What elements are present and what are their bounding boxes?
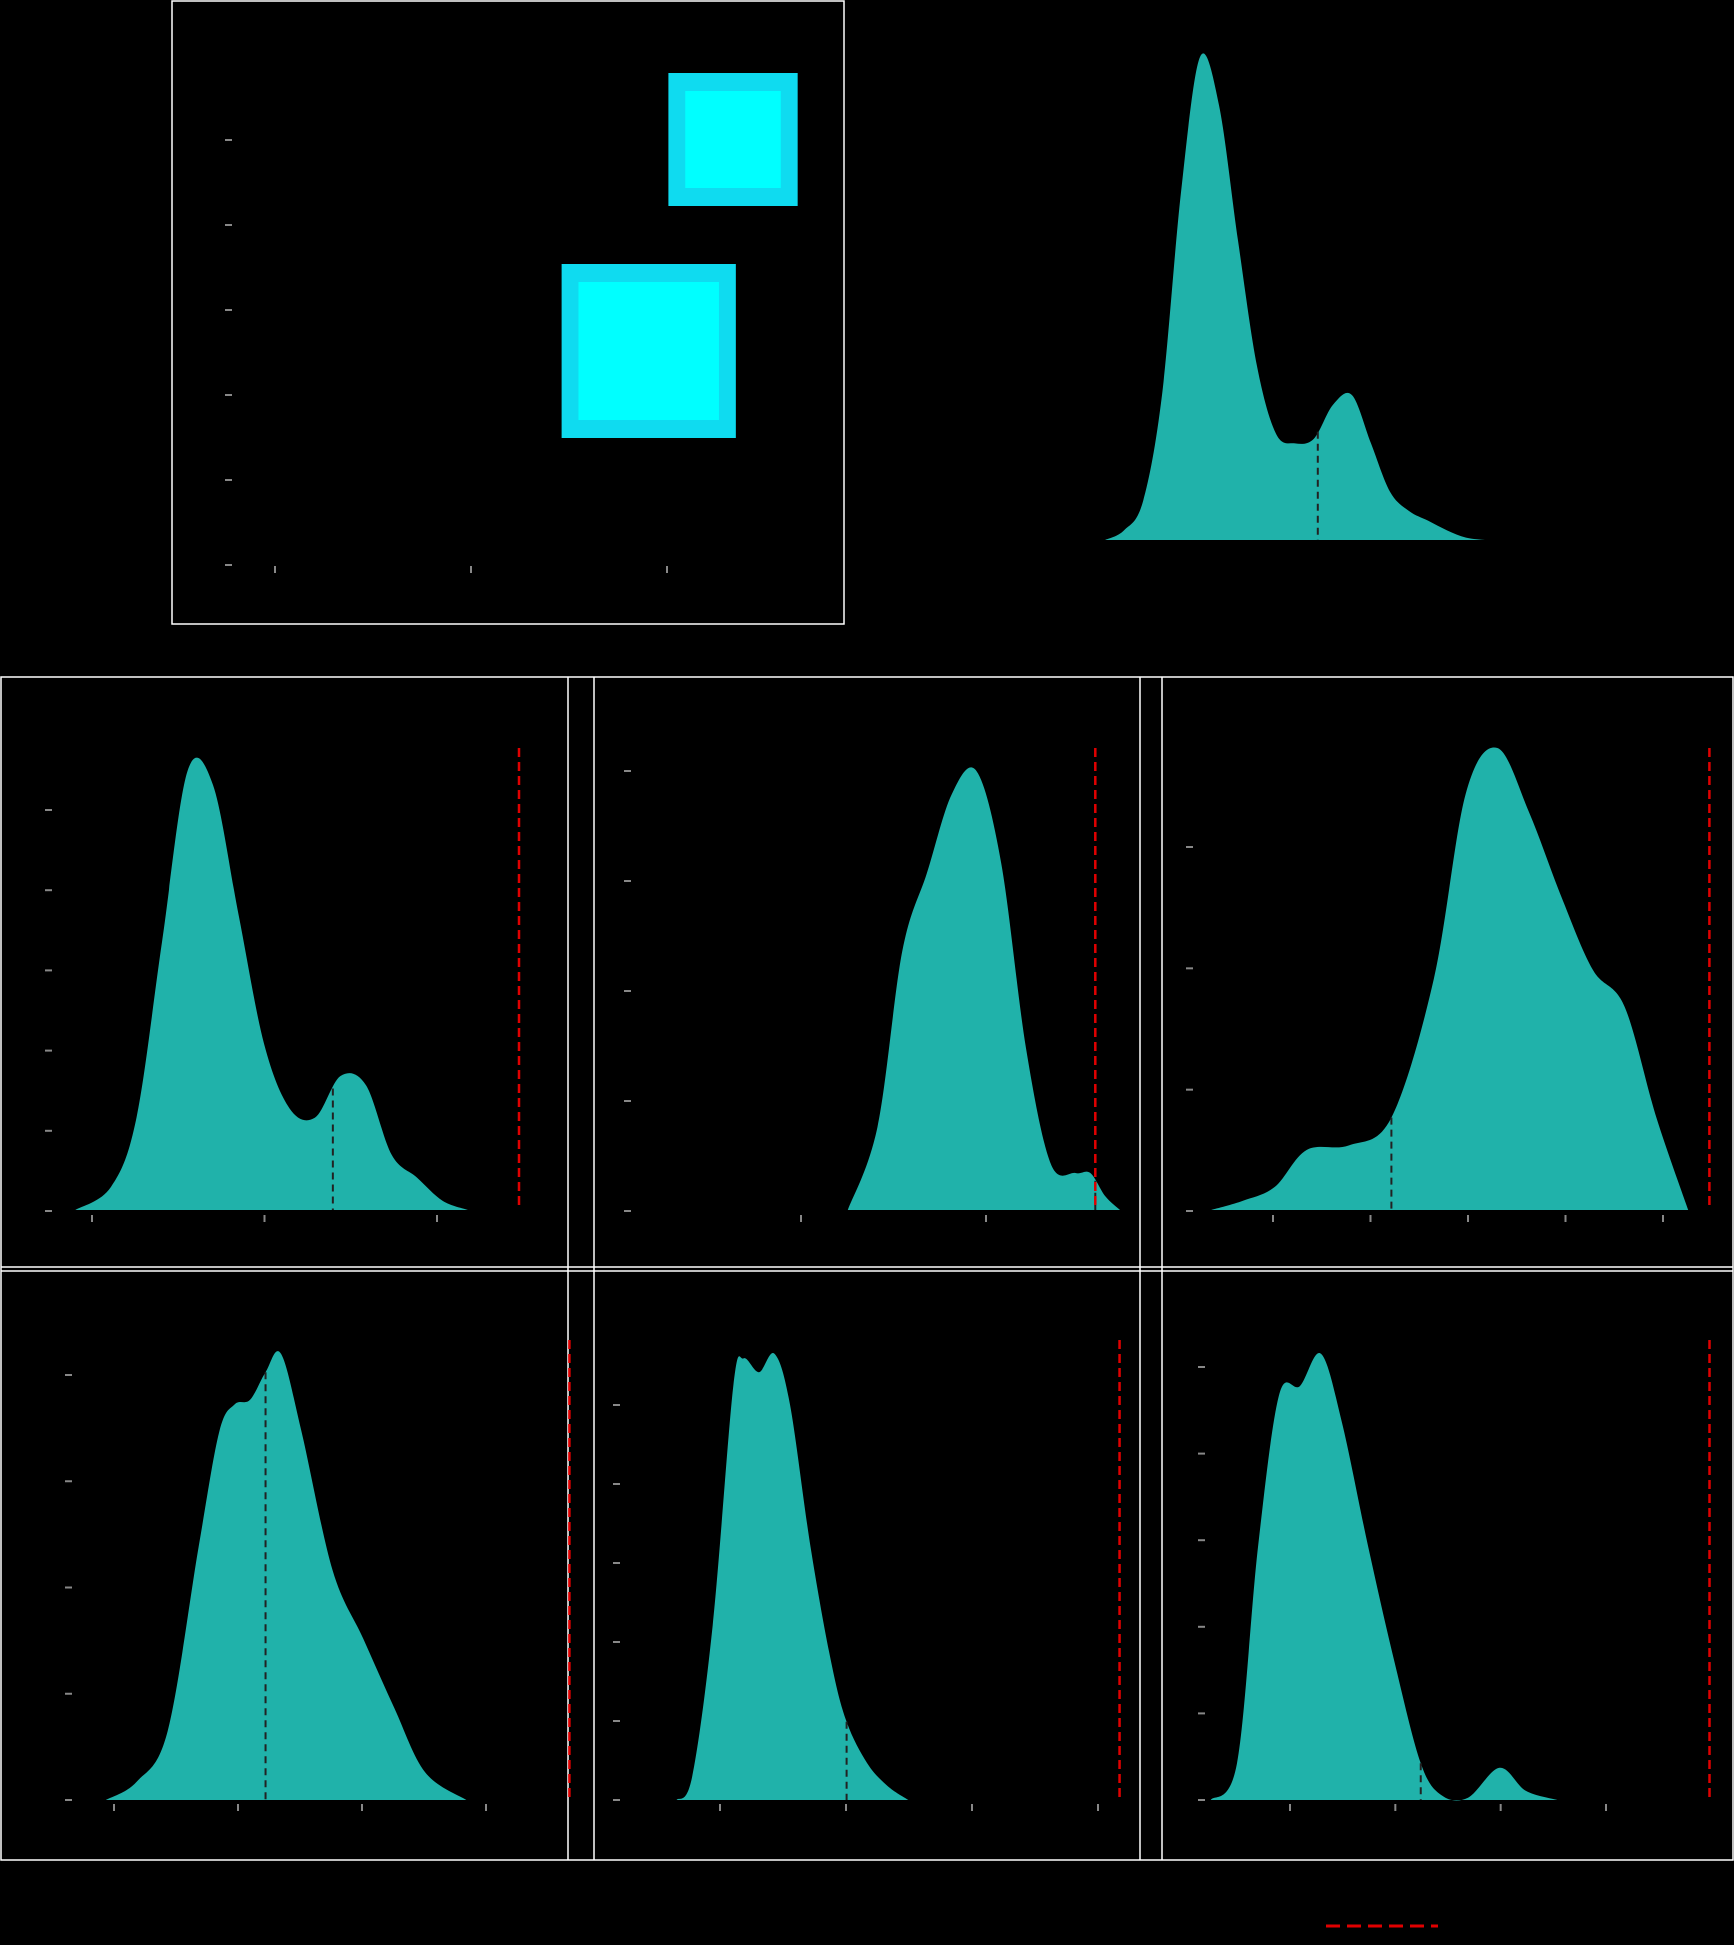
box-inner bbox=[578, 282, 719, 420]
kde-area bbox=[847, 767, 1121, 1210]
kde-area bbox=[1211, 747, 1689, 1210]
panel-kde-1 bbox=[45, 748, 521, 1222]
kde-area bbox=[75, 757, 469, 1210]
kde-area bbox=[1210, 1353, 1558, 1801]
panel-kde-4 bbox=[65, 1340, 571, 1811]
chart-marks bbox=[45, 0, 1711, 1811]
panel-kde-top bbox=[1105, 53, 1485, 540]
grid-outer-frame bbox=[0, 676, 1734, 1861]
panel-kde-3 bbox=[1186, 747, 1711, 1222]
panel-box bbox=[171, 0, 845, 625]
kde-area bbox=[105, 1351, 467, 1800]
panel-frames bbox=[0, 676, 1734, 1861]
panel-kde-5 bbox=[613, 1340, 1121, 1811]
kde-area bbox=[1105, 53, 1485, 540]
box-inner bbox=[685, 91, 781, 188]
panel-kde-2 bbox=[624, 748, 1121, 1222]
box-panel-frame bbox=[171, 0, 845, 625]
kde-area bbox=[676, 1352, 909, 1800]
panel-kde-6 bbox=[1198, 1340, 1711, 1811]
